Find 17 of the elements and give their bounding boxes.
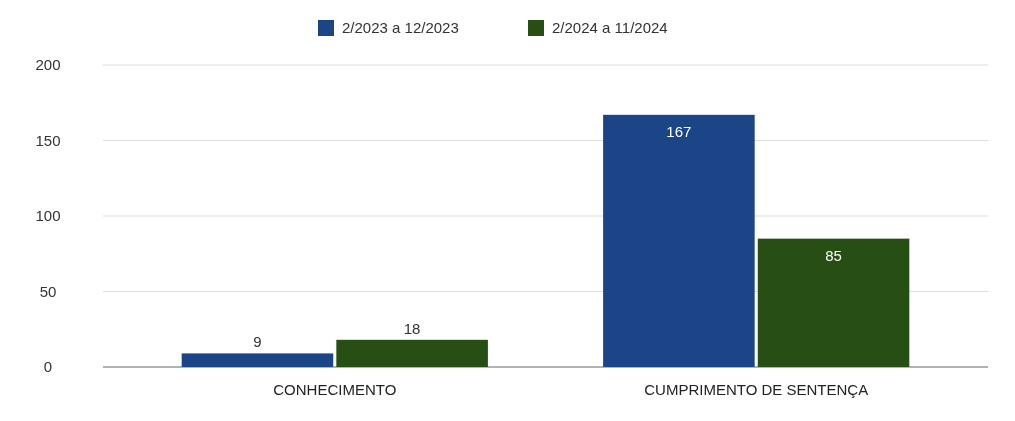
- legend-label: 2/2023 a 12/2023: [342, 19, 459, 36]
- bar: [181, 353, 334, 367]
- bar: [603, 114, 755, 367]
- y-tick-label: 200: [35, 56, 61, 73]
- data-label: 9: [253, 333, 262, 351]
- y-tick-label: 100: [35, 207, 61, 224]
- y-tick-label: 50: [39, 282, 57, 300]
- bar: [336, 339, 488, 367]
- y-tick-label: 150: [35, 131, 61, 149]
- bar: [757, 238, 910, 367]
- x-tick-label: CUMPRIMENTO DE SENTENÇA: [644, 381, 869, 398]
- legend-label: 2/2024 a 11/2024: [552, 19, 668, 36]
- data-label: 18: [403, 319, 421, 337]
- y-tick-label: 0: [43, 358, 53, 375]
- data-label: 167: [666, 122, 692, 140]
- data-label: 85: [825, 246, 842, 264]
- x-tick-label: CONHECIMENTO: [273, 381, 397, 398]
